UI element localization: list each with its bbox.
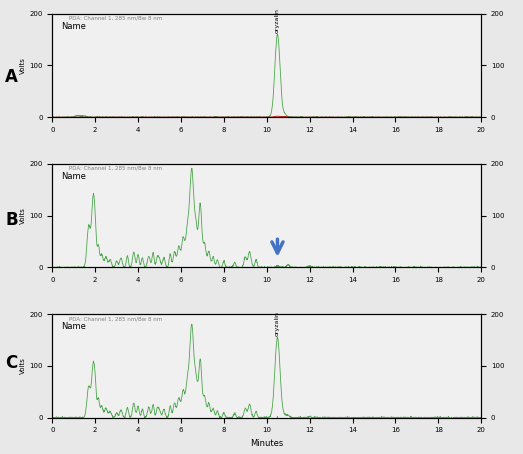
- Text: A: A: [5, 68, 18, 86]
- Text: PDA: Channel 1, 285 nm/Bw 8 nm: PDA: Channel 1, 285 nm/Bw 8 nm: [70, 316, 163, 321]
- Text: PDA: Channel 1, 285 nm/Bw 8 nm: PDA: Channel 1, 285 nm/Bw 8 nm: [70, 16, 163, 21]
- Text: Name: Name: [61, 172, 86, 181]
- Text: oryzalin: oryzalin: [275, 311, 280, 336]
- Text: PDA: Channel 1, 285 nm/Bw 8 nm: PDA: Channel 1, 285 nm/Bw 8 nm: [70, 166, 163, 171]
- Text: Name: Name: [61, 22, 86, 31]
- X-axis label: Minutes: Minutes: [250, 439, 283, 448]
- Text: B: B: [5, 211, 18, 229]
- Y-axis label: Volts: Volts: [20, 57, 26, 74]
- Text: Name: Name: [61, 322, 86, 331]
- Y-axis label: Volts: Volts: [20, 357, 26, 374]
- Y-axis label: Volts: Volts: [20, 207, 26, 224]
- Text: oryzalin: oryzalin: [275, 9, 280, 33]
- Text: C: C: [5, 354, 17, 372]
